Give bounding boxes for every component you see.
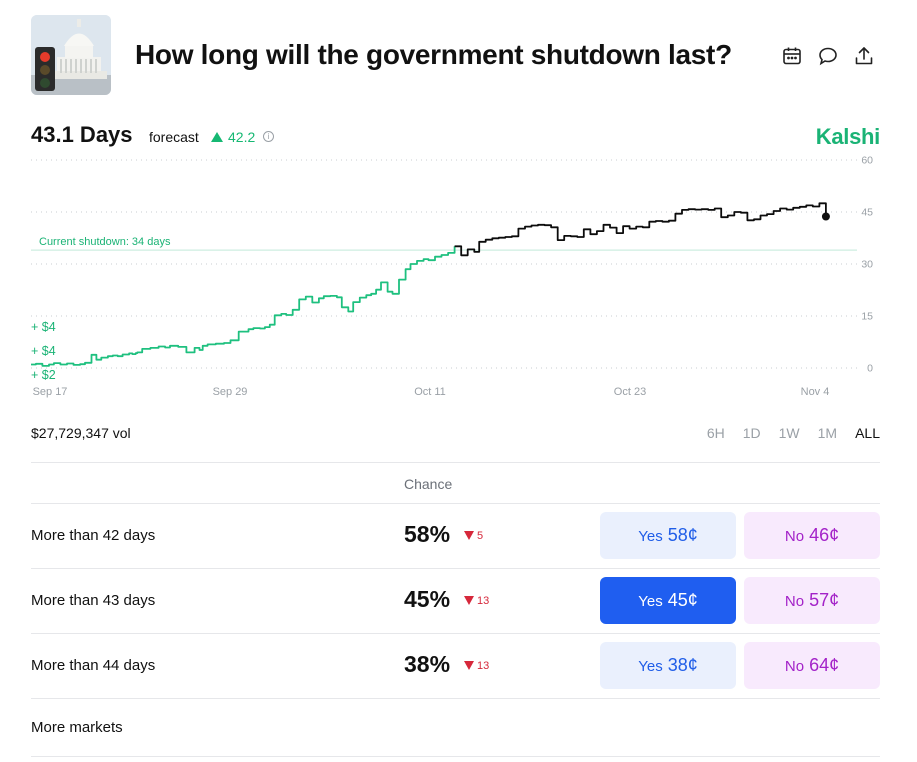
yes-label: Yes <box>638 658 663 675</box>
market-chance-delta: 5 <box>464 530 483 542</box>
down-arrow-icon <box>464 661 474 670</box>
reference-line-label: Current shutdown: 34 days <box>39 236 171 248</box>
market-label: More than 42 days <box>31 527 156 544</box>
trade-label: + $4 <box>31 344 56 358</box>
no-price: 57¢ <box>809 590 840 610</box>
chance-column-header: Chance <box>404 476 453 492</box>
market-chance: 58% <box>404 521 451 547</box>
market-header: How long will the government shutdown la… <box>31 15 880 95</box>
range-all-button[interactable]: ALL <box>855 425 880 441</box>
chart-svg: 60 45 30 15 0 Current shutdown: 34 days Sep 17… <box>31 155 873 398</box>
volume-text: $27,729,347 vol <box>31 425 131 441</box>
trade-label: + $4 <box>31 320 56 334</box>
time-range-selector: 6H 1D 1W 1M ALL <box>689 425 880 441</box>
share-icon[interactable] <box>853 45 875 67</box>
delta-value: 13 <box>477 660 490 672</box>
info-icon[interactable]: i <box>263 131 274 142</box>
range-1d-button[interactable]: 1D <box>742 425 761 441</box>
delta-value: 5 <box>477 530 484 542</box>
page-title: How long will the government shutdown la… <box>135 39 732 70</box>
forecast-chart[interactable]: 60 45 30 15 0 Current shutdown: 34 days Sep 17… <box>0 150 917 405</box>
x-tick-label: Sep 17 <box>33 386 68 398</box>
market-label: More than 44 days <box>31 657 156 674</box>
up-arrow-icon <box>211 132 223 142</box>
yes-label: Yes <box>638 593 663 610</box>
down-arrow-icon <box>464 531 474 540</box>
last-point-marker <box>821 212 830 221</box>
y-tick-label: 45 <box>861 207 873 219</box>
calendar-icon[interactable] <box>781 45 803 67</box>
market-row-43: More than 43 days 45% 13 Yes 45¢ No 57¢ <box>31 568 880 633</box>
yes-button[interactable]: Yes 58¢ <box>600 512 736 559</box>
forecast-change-value: 42.2 <box>228 129 256 145</box>
market-label: More than 43 days <box>31 592 156 609</box>
yes-label: Yes <box>638 528 663 545</box>
yes-price: 58¢ <box>667 525 698 545</box>
range-1m-button[interactable]: 1M <box>817 425 838 441</box>
series-line-black <box>454 202 827 257</box>
no-button[interactable]: No 57¢ <box>744 577 880 624</box>
y-tick-label: 0 <box>867 363 873 375</box>
divider <box>31 756 880 757</box>
delta-value: 13 <box>477 595 490 607</box>
market-chance-delta: 13 <box>464 595 489 607</box>
forecast-label: forecast <box>149 129 199 145</box>
divider <box>31 503 880 504</box>
x-tick-label: Oct 23 <box>614 386 646 398</box>
market-chance: 45% <box>404 586 451 612</box>
series-line-green <box>31 246 456 367</box>
yes-price: 38¢ <box>667 655 698 675</box>
no-button[interactable]: No 64¢ <box>744 642 880 689</box>
brand-logo: Kalshi <box>815 124 881 149</box>
divider <box>31 462 880 463</box>
trade-label: + $2 <box>31 368 56 382</box>
market-thumbnail[interactable] <box>31 15 111 95</box>
divider <box>31 633 880 634</box>
y-tick-label: 60 <box>861 155 873 167</box>
market-row-42: More than 42 days 58% 5 Yes 58¢ No 46¢ <box>31 503 880 568</box>
range-6h-button[interactable]: 6H <box>706 425 725 441</box>
no-button[interactable]: No 46¢ <box>744 512 880 559</box>
divider <box>31 568 880 569</box>
range-1w-button[interactable]: 1W <box>778 425 800 441</box>
yes-button[interactable]: Yes 38¢ <box>600 642 736 689</box>
y-tick-label: 15 <box>861 311 873 323</box>
yes-price: 45¢ <box>667 590 698 610</box>
forecast-summary: 43.1 Days forecast 42.2 i Kalshi <box>31 122 880 152</box>
no-price: 46¢ <box>809 525 840 545</box>
no-label: No <box>784 658 805 675</box>
yes-button[interactable]: Yes 45¢ <box>600 577 736 624</box>
capitol-traffic-light-image <box>31 15 111 95</box>
x-tick-label: Oct 11 <box>414 386 446 398</box>
no-label: No <box>784 528 805 545</box>
x-tick-label: Nov 4 <box>801 386 830 398</box>
market-row-44: More than 44 days 38% 13 Yes 38¢ No 64¢ <box>31 633 880 698</box>
y-tick-label: 30 <box>861 259 873 271</box>
market-chance: 38% <box>404 651 451 677</box>
no-price: 64¢ <box>809 655 840 675</box>
comment-icon[interactable] <box>817 45 839 67</box>
down-arrow-icon <box>464 596 474 605</box>
divider <box>31 698 880 699</box>
more-markets-link[interactable]: More markets <box>31 719 123 736</box>
x-tick-label: Sep 29 <box>213 386 248 398</box>
market-chance-delta: 13 <box>464 660 489 672</box>
no-label: No <box>784 593 805 610</box>
forecast-value: 43.1 Days <box>31 122 133 147</box>
forecast-change: 42.2 <box>211 129 255 145</box>
